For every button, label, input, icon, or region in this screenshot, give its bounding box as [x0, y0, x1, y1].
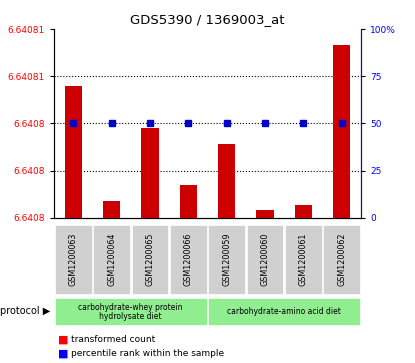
Text: GSM1200066: GSM1200066	[184, 233, 193, 286]
Text: GSM1200060: GSM1200060	[261, 233, 270, 286]
Text: transformed count: transformed count	[71, 335, 155, 344]
Bar	[180, 185, 197, 218]
Text: GSM1200059: GSM1200059	[222, 233, 231, 286]
Text: GSM1200061: GSM1200061	[299, 233, 308, 286]
Text: protocol ▶: protocol ▶	[0, 306, 50, 316]
Text: GSM1200063: GSM1200063	[68, 233, 78, 286]
Text: percentile rank within the sample: percentile rank within the sample	[71, 350, 224, 358]
Bar	[141, 127, 159, 218]
Text: ■: ■	[58, 334, 68, 344]
Text: carbohydrate-amino acid diet: carbohydrate-amino acid diet	[227, 307, 341, 316]
Bar	[295, 205, 312, 218]
Text: hydrolysate diet: hydrolysate diet	[100, 312, 162, 321]
Bar	[256, 209, 274, 218]
Text: ■: ■	[58, 349, 68, 359]
Bar	[64, 86, 82, 218]
Text: carbohydrate-whey protein: carbohydrate-whey protein	[78, 303, 183, 312]
Bar	[218, 144, 235, 218]
Bar	[333, 45, 351, 218]
Title: GDS5390 / 1369003_at: GDS5390 / 1369003_at	[130, 13, 285, 26]
Text: GSM1200064: GSM1200064	[107, 233, 116, 286]
Text: GSM1200065: GSM1200065	[145, 233, 154, 286]
Bar	[103, 201, 120, 218]
Text: GSM1200062: GSM1200062	[337, 233, 347, 286]
